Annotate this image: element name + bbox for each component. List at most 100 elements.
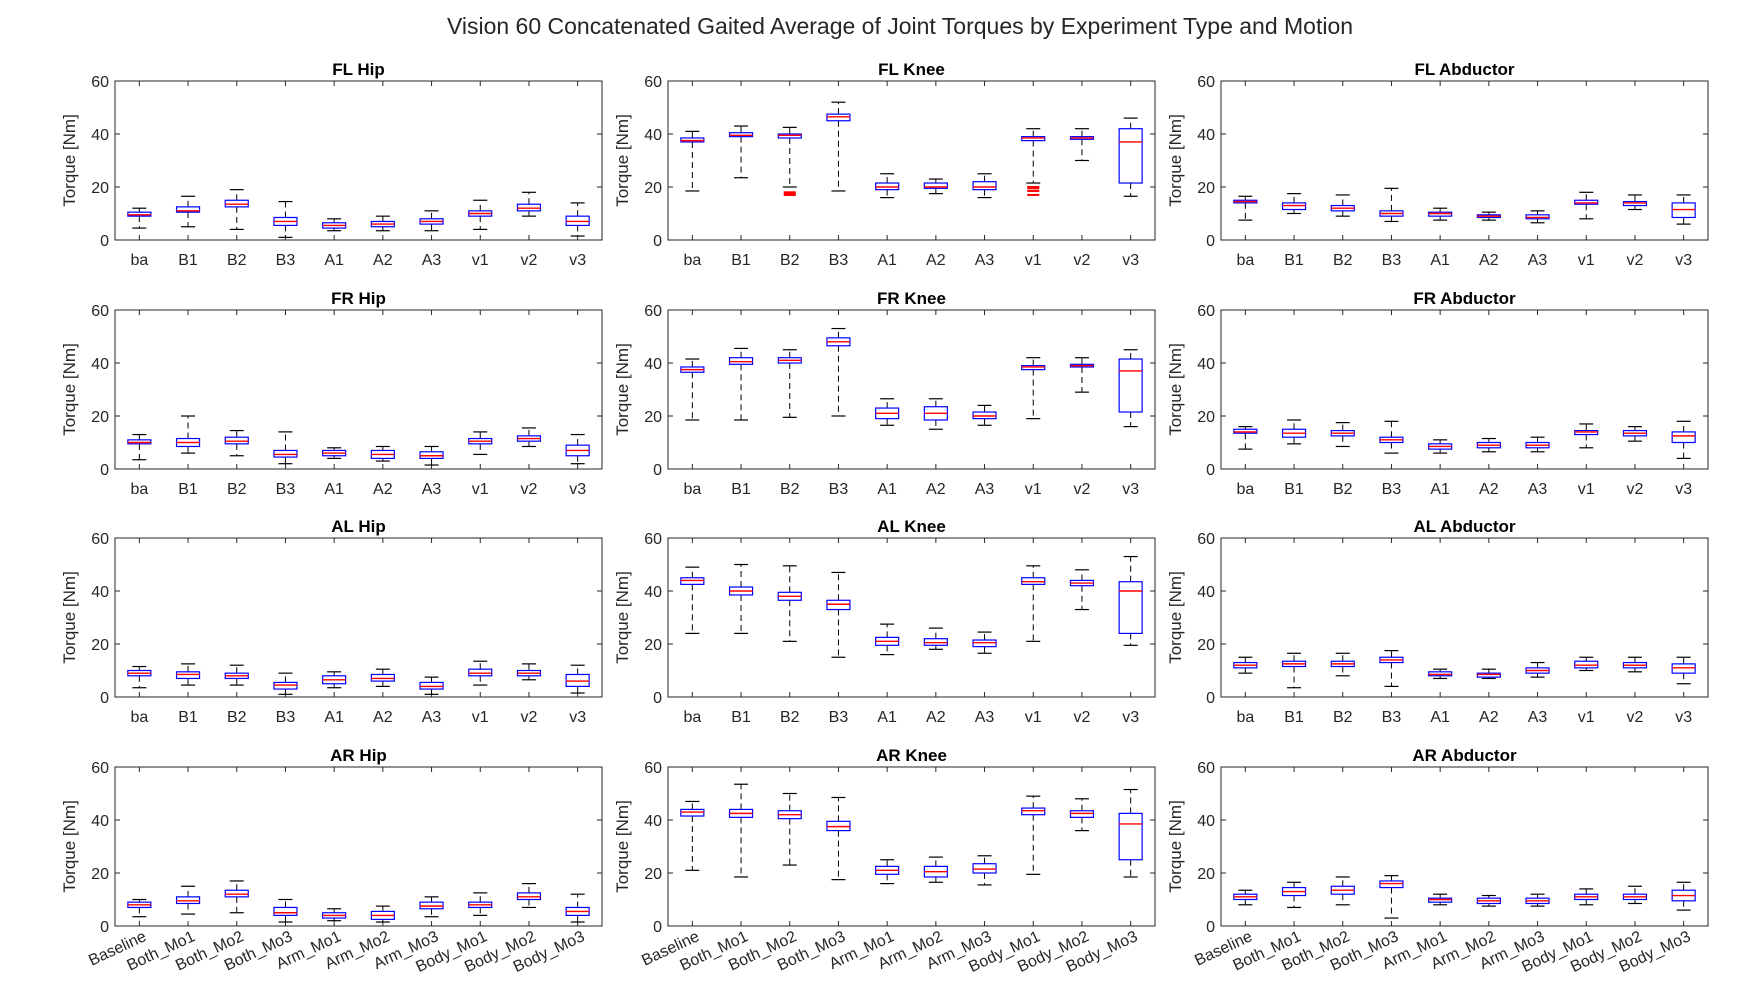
y-tick-label: 60 — [644, 531, 662, 548]
subplot-title: AR Knee — [876, 746, 947, 765]
x-tick-label: B2 — [1333, 252, 1353, 269]
x-tick-label: v2 — [1073, 709, 1090, 726]
box-3 — [1379, 187, 1404, 223]
box-8 — [1069, 569, 1095, 611]
x-tick-label: ba — [1236, 709, 1254, 726]
axes-frame — [667, 537, 1156, 698]
box-1 — [175, 415, 201, 454]
box-5 — [1476, 437, 1501, 453]
y-tick-label: 0 — [653, 233, 662, 250]
box-8 — [1622, 885, 1648, 905]
box-6 — [419, 445, 444, 466]
box-iqr — [1118, 358, 1143, 413]
x-tick-label: A2 — [373, 481, 393, 498]
box-3 — [826, 101, 851, 192]
box-iqr — [175, 206, 201, 213]
y-axis-label: Torque [Nm] — [60, 800, 79, 893]
box-4 — [322, 218, 347, 232]
x-tick-label: ba — [130, 252, 148, 269]
box-1 — [1281, 652, 1307, 689]
x-tick-label: B2 — [1333, 481, 1353, 498]
box-2 — [1330, 652, 1355, 677]
box-1 — [728, 563, 754, 635]
y-tick-label: 20 — [644, 637, 662, 654]
y-axis-label: Torque [Nm] — [60, 114, 79, 207]
subplot-fr-hip: FR Hip Torque [Nm] 0 20 40 60 ba B1 B2 B3 A1 A2 A3 v1… — [60, 289, 603, 498]
x-tick-label: A1 — [324, 481, 344, 498]
axes-frame — [667, 309, 1156, 470]
box-5 — [370, 445, 395, 462]
y-tick-label: 0 — [1206, 919, 1215, 936]
x-tick-label: A3 — [1528, 481, 1548, 498]
box-5 — [923, 627, 948, 650]
box-2 — [224, 664, 249, 686]
box-9 — [565, 664, 590, 694]
subplot-title: FR Hip — [331, 289, 386, 308]
box-4 — [875, 173, 900, 199]
box-3 — [273, 672, 298, 695]
box-9 — [565, 202, 590, 237]
box-8 — [516, 427, 542, 448]
box-7 — [1021, 128, 1046, 196]
y-tick-label: 20 — [1197, 409, 1215, 426]
y-tick-label: 0 — [653, 462, 662, 479]
x-tick-label: ba — [1236, 252, 1254, 269]
axes-frame — [114, 80, 603, 241]
x-tick-label: A1 — [324, 252, 344, 269]
y-tick-label: 20 — [91, 180, 109, 197]
box-8 — [1622, 656, 1648, 673]
box-6 — [1525, 210, 1550, 224]
subplot-title: FL Hip — [332, 60, 385, 79]
x-tick-label: B3 — [1382, 481, 1402, 498]
box-2 — [777, 565, 802, 642]
x-tick-label: ba — [683, 252, 701, 269]
box-3 — [826, 571, 851, 658]
box-9 — [1671, 656, 1696, 685]
x-tick-label: A2 — [1479, 709, 1499, 726]
box-3 — [1379, 875, 1404, 919]
box-0 — [1233, 656, 1258, 674]
box-7 — [1021, 795, 1046, 875]
box-0 — [680, 358, 705, 421]
y-tick-label: 0 — [1206, 462, 1215, 479]
box-7 — [1574, 888, 1599, 906]
box-0 — [127, 898, 152, 918]
y-tick-label: 60 — [1197, 760, 1215, 777]
box-0 — [1233, 889, 1258, 906]
box-3 — [826, 796, 851, 881]
box-0 — [680, 800, 705, 871]
y-tick-label: 20 — [644, 409, 662, 426]
x-tick-label: A3 — [422, 481, 442, 498]
subplot-fr-abductor: FR Abductor Torque [Nm] 0 20 40 60 ba B1 B2 B3 A1 A… — [1166, 289, 1709, 498]
y-axis-label: Torque [Nm] — [613, 343, 632, 436]
x-tick-label: A1 — [1430, 481, 1450, 498]
x-tick-label: B2 — [227, 481, 247, 498]
box-0 — [1233, 195, 1258, 221]
y-tick-label: 40 — [644, 356, 662, 373]
x-tick-label: A1 — [877, 709, 897, 726]
box-iqr — [1118, 581, 1143, 634]
box-7 — [1574, 191, 1599, 220]
y-tick-label: 40 — [91, 813, 109, 830]
box-9 — [1671, 194, 1696, 225]
box-7 — [1574, 656, 1599, 672]
box-7 — [1021, 565, 1046, 642]
x-tick-label: B2 — [780, 252, 800, 269]
y-tick-label: 0 — [100, 233, 109, 250]
x-tick-label: A2 — [373, 709, 393, 726]
subplot-title: AL Knee — [877, 517, 946, 536]
y-axis-label: Torque [Nm] — [613, 571, 632, 664]
x-tick-label: v3 — [569, 481, 586, 498]
box-4 — [1428, 207, 1453, 221]
axes-frame — [1220, 80, 1709, 241]
box-3 — [1379, 420, 1404, 454]
x-tick-label: B3 — [1382, 252, 1402, 269]
x-tick-label: ba — [683, 709, 701, 726]
box-5 — [1476, 211, 1501, 221]
box-5 — [1476, 894, 1501, 907]
x-tick-label: A2 — [926, 709, 946, 726]
subplot-fr-knee: FR Knee Torque [Nm] 0 20 40 60 ba B1 B2 B3 A1 A2 A3 v… — [613, 289, 1156, 498]
box-5 — [923, 178, 948, 195]
box-6 — [1525, 436, 1550, 453]
subplot-al-knee: AL Knee Torque [Nm] 0 20 40 60 ba B1 B2 B3 A1 A2 A3 v… — [613, 517, 1156, 726]
